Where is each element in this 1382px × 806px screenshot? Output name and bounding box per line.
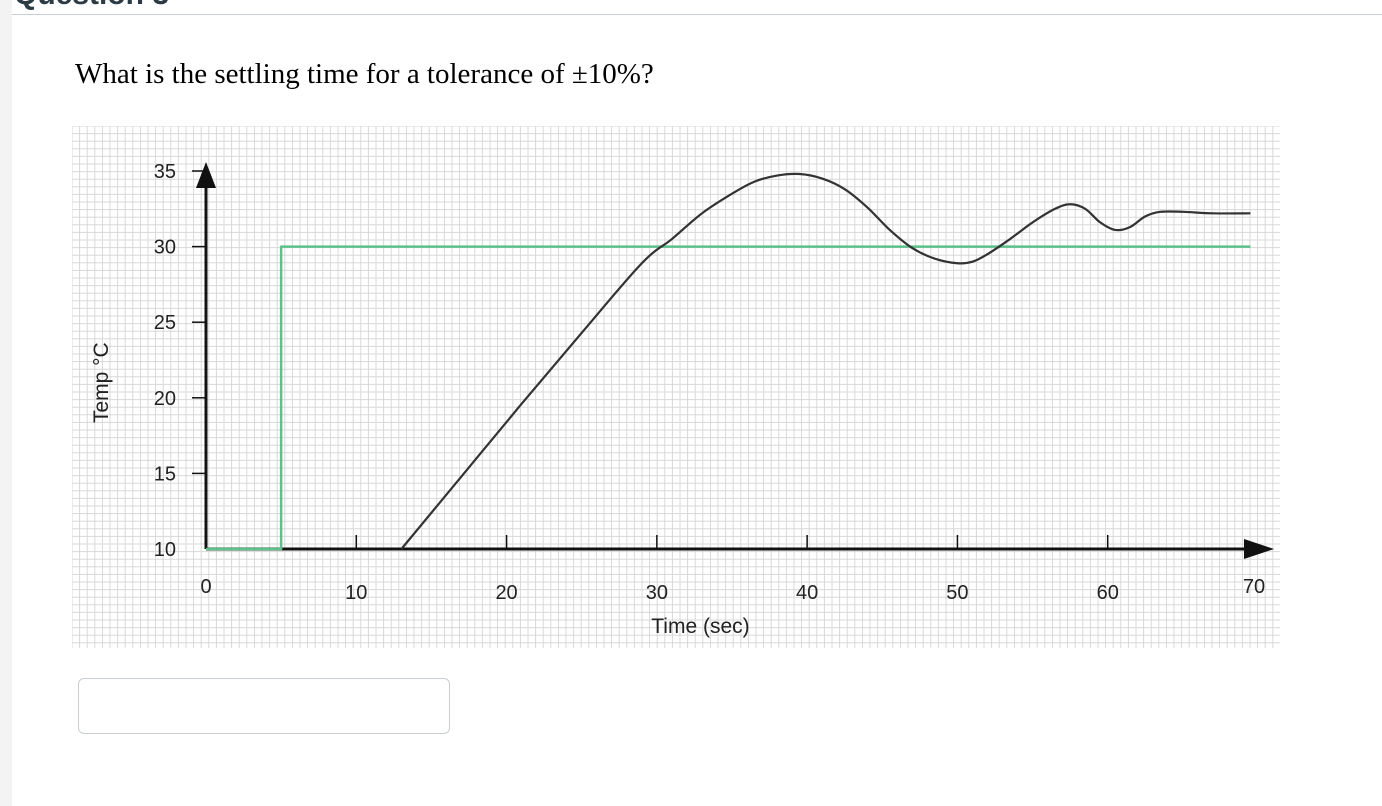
x-tick-label: 50 — [946, 582, 968, 604]
chart-svg: 35 30 25 20 15 10 0 10 20 30 40 50 60 70 Time (sec) Tem… — [72, 126, 1280, 648]
x-tick-label: 0 — [200, 576, 211, 598]
x-tick-label: 70 — [1243, 576, 1265, 598]
x-tick-label: 20 — [495, 582, 517, 604]
x-tick-label: 60 — [1097, 582, 1119, 604]
x-axis-title: Time (sec) — [651, 615, 749, 638]
left-rail — [0, 0, 12, 806]
step-response-chart: 35 30 25 20 15 10 0 10 20 30 40 50 60 70 Time (sec) Tem… — [72, 126, 1280, 648]
y-tick-label: 20 — [154, 388, 176, 410]
y-tick-label: 10 — [154, 539, 176, 561]
header-divider — [12, 14, 1382, 15]
question-header: Question 3 — [14, 0, 169, 12]
y-tick-label: 35 — [154, 161, 176, 183]
x-tick-label: 30 — [646, 582, 668, 604]
x-tick-label: 40 — [796, 582, 818, 604]
y-tick-label: 15 — [154, 463, 176, 485]
grid-lines — [72, 126, 1280, 648]
setpoint-line — [206, 245, 1251, 551]
y-axis-arrow-icon — [196, 162, 216, 188]
y-tick-label: 25 — [154, 312, 176, 334]
answer-input[interactable] — [78, 678, 450, 734]
x-tick-label: 10 — [345, 582, 367, 604]
question-text: What is the settling time for a toleranc… — [75, 58, 654, 90]
response-line — [400, 172, 1251, 550]
x-axis-arrow-icon — [1244, 539, 1274, 559]
y-tick-label: 30 — [154, 237, 176, 259]
y-axis-title: Temp °C — [90, 342, 113, 423]
